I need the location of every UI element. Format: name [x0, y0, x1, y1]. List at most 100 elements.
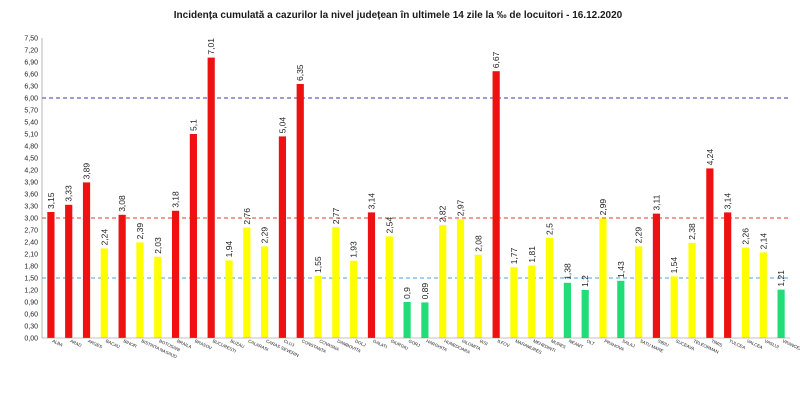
data-label: 2,29 [260, 227, 270, 244]
data-label: 1,21 [776, 270, 786, 287]
bar-mehedinti [528, 265, 536, 338]
y-tick-label: 6,00 [24, 95, 38, 102]
data-label: 3,11 [651, 194, 661, 210]
chart-title: Incidența cumulată a cazurilor la nivel … [174, 10, 623, 21]
y-tick-label: 0,30 [24, 323, 38, 330]
bar-bistrita-nasaud [136, 242, 144, 338]
y-tick-label: 0,90 [24, 299, 38, 306]
bar-brasov [189, 134, 197, 338]
y-tick-label: 5,70 [24, 107, 38, 114]
x-tick-label: VALCEA [746, 338, 764, 350]
bar-bacau [100, 248, 108, 338]
data-label: 1,54 [669, 257, 679, 274]
bar-galati [367, 212, 376, 338]
bar-iasi [474, 254, 482, 338]
y-tick-label: 7,50 [24, 35, 38, 42]
bar-maramures [510, 267, 518, 338]
bar-bihor [118, 214, 126, 338]
y-tick-label: 3,00 [24, 215, 38, 222]
data-label: 1,43 [616, 261, 626, 278]
data-label: 6,67 [491, 51, 501, 68]
y-tick-label: 1,20 [24, 287, 38, 294]
x-tick-label: BRASOV [194, 338, 213, 350]
bar-covasna [314, 276, 322, 338]
bar-braila [171, 210, 180, 338]
bar-vrancea [777, 289, 785, 338]
x-tick-label: OLT [586, 338, 596, 346]
x-tick-label: ALBA [51, 338, 63, 347]
y-tick-label: 3,60 [24, 191, 38, 198]
y-tick-label: 6,90 [24, 59, 38, 66]
y-tick-label: 6,60 [24, 71, 38, 78]
bar-alba [47, 212, 55, 338]
data-label: 2,54 [384, 217, 394, 234]
data-label: 1,2 [580, 275, 590, 287]
bar-giurgiu [385, 236, 393, 338]
bar-tulcea [724, 212, 732, 338]
bar-neamt [563, 282, 571, 338]
bar-valcea [741, 247, 750, 338]
x-tick-label: CARAS SEVERIN [265, 338, 299, 358]
x-tick-label: MURES [550, 338, 567, 349]
data-label: 3,15 [46, 192, 56, 209]
bar-arad [65, 204, 73, 338]
data-label: 1,77 [509, 247, 519, 264]
y-tick-label: 3,90 [24, 179, 38, 186]
x-tick-label: NEAMT [568, 338, 584, 349]
data-label: 5,04 [277, 117, 287, 134]
data-label: 2,29 [634, 227, 644, 244]
data-label: 1,55 [313, 256, 323, 273]
x-tick-label: BACAU [105, 338, 121, 349]
data-label: 6,35 [295, 64, 305, 81]
data-label: 1,93 [349, 241, 359, 258]
bar-buzau [225, 260, 233, 338]
x-tick-label: ARGES [87, 338, 103, 349]
data-label: 2,26 [740, 228, 750, 245]
y-tick-label: 1,80 [24, 263, 38, 270]
x-tick-label: DOLJ [354, 338, 366, 347]
x-tick-label: CLUJ [283, 338, 295, 347]
y-tick-label: 5,40 [24, 119, 38, 126]
bars: 3,15 3,33 3,89 2,24 3,08 2,39 2,03 3,18 5,1 7,01 1… [46, 38, 786, 338]
bar-mures [545, 238, 554, 338]
threshold-lines [42, 97, 790, 279]
y-tick-label: 0,60 [24, 311, 38, 318]
bar-teleorman [688, 242, 696, 338]
bar-cluj [278, 136, 287, 338]
y-tick-label: 0,00 [24, 335, 38, 342]
x-tick-label: VASLUI [764, 338, 780, 349]
data-label: 2,82 [438, 205, 448, 222]
data-label: 3,33 [64, 185, 74, 202]
data-label: 5,1 [188, 119, 198, 131]
y-tick-label: 1,50 [24, 275, 38, 282]
x-tick-label: SUCEAVA [675, 338, 696, 351]
bar-harghita [421, 302, 429, 338]
y-tick-label: 2,70 [24, 227, 38, 234]
data-label: 1,38 [562, 263, 572, 280]
y-tick-label: 6,30 [24, 83, 38, 90]
x-tick-label: BRAILA [176, 338, 192, 349]
bar-sibiu [652, 213, 661, 338]
y-tick-label: 7,20 [24, 47, 38, 54]
bar-vaslui [759, 252, 767, 338]
bar-timis [706, 168, 714, 338]
data-label: 2,97 [456, 199, 466, 216]
x-tick-label: ILFOV [497, 338, 511, 348]
data-label: 2,08 [473, 235, 483, 252]
x-tick-label: SIBIU [657, 338, 670, 347]
data-label: 3,14 [723, 193, 733, 210]
bar-caras-severin [261, 246, 269, 338]
bar-botosani [154, 256, 162, 338]
bar-hunedoara [439, 225, 447, 338]
x-tick-label: VRANCEA [782, 338, 800, 352]
x-tick-label: ARAD [69, 338, 82, 348]
bar-ilfov [492, 71, 500, 338]
data-label: 2,03 [153, 237, 163, 254]
data-label: 2,77 [331, 207, 341, 224]
x-tick-label: GIURGIU [390, 338, 409, 350]
x-tick-label: IASI [479, 338, 489, 346]
data-label: 3,14 [366, 193, 376, 210]
bar-prahova [599, 218, 607, 338]
